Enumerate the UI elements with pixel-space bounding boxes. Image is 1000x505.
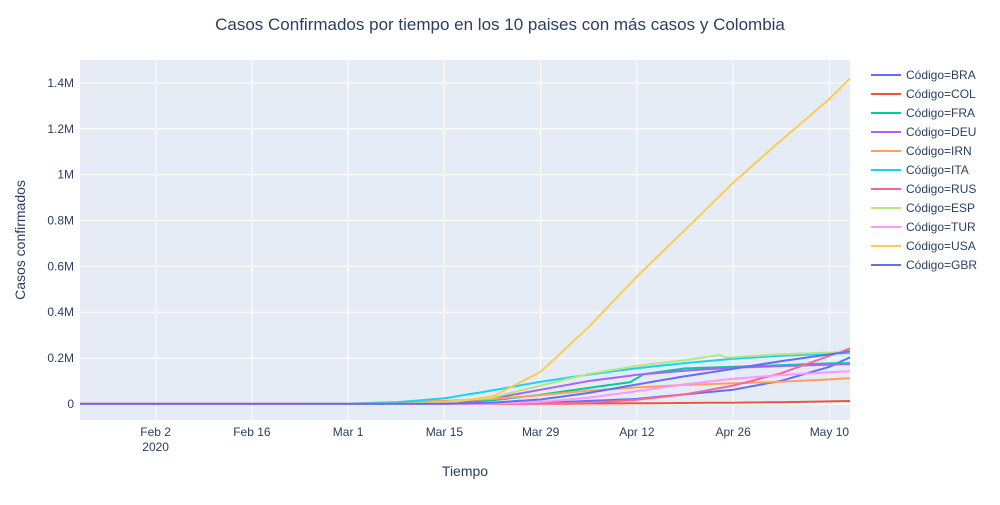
legend: Código=BRA Código=COL Código=FRA Código=DEU… bbox=[871, 68, 977, 272]
legend-label: Código=ITA bbox=[906, 163, 969, 177]
y-tick-label: 0.2M bbox=[47, 351, 74, 365]
legend-item[interactable]: Código=DEU bbox=[871, 125, 976, 139]
x-tick-label: Feb 2 bbox=[140, 425, 171, 439]
legend-label: Código=FRA bbox=[906, 106, 975, 120]
legend-item[interactable]: Código=FRA bbox=[871, 106, 975, 120]
x-tick-label: Mar 15 bbox=[426, 425, 464, 439]
legend-label: Código=USA bbox=[906, 239, 976, 253]
series-lines bbox=[80, 77, 851, 405]
legend-item[interactable]: Código=IRN bbox=[871, 144, 972, 158]
y-tick-label: 0 bbox=[67, 397, 74, 411]
y-axis-ticks: 0 0.2M 0.4M 0.6M 0.8M 1M 1.2M 1.4M bbox=[47, 76, 74, 411]
y-tick-label: 1.2M bbox=[47, 122, 74, 136]
legend-label: Código=BRA bbox=[906, 68, 976, 82]
y-tick-label: 1M bbox=[57, 168, 74, 182]
legend-item[interactable]: Código=ITA bbox=[871, 163, 969, 177]
y-tick-label: 0.8M bbox=[47, 214, 74, 228]
x-axis-title: Tiempo bbox=[442, 463, 488, 479]
legend-item[interactable]: Código=BRA bbox=[871, 68, 976, 82]
legend-label: Código=DEU bbox=[906, 125, 976, 139]
legend-label: Código=ESP bbox=[906, 201, 975, 215]
chart-title: Casos Confirmados por tiempo en los 10 p… bbox=[215, 15, 785, 34]
x-tick-year-label: 2020 bbox=[142, 440, 169, 454]
y-tick-label: 0.6M bbox=[47, 259, 74, 273]
gridlines bbox=[80, 60, 850, 420]
x-tick-label: Mar 29 bbox=[522, 425, 560, 439]
y-axis-title: Casos confirmados bbox=[12, 180, 28, 300]
legend-item[interactable]: Código=RUS bbox=[871, 182, 976, 196]
y-tick-label: 1.4M bbox=[47, 76, 74, 90]
x-tick-label: Mar 1 bbox=[333, 425, 364, 439]
x-tick-label: Apr 12 bbox=[619, 425, 655, 439]
x-tick-label: Apr 26 bbox=[715, 425, 751, 439]
y-tick-label: 0.4M bbox=[47, 305, 74, 319]
series-line-11 bbox=[80, 350, 851, 405]
legend-label: Código=COL bbox=[906, 87, 976, 101]
x-tick-label: May 10 bbox=[810, 425, 850, 439]
legend-item[interactable]: Código=USA bbox=[871, 239, 976, 253]
legend-label: Código=RUS bbox=[906, 182, 976, 196]
legend-item[interactable]: Código=GBR bbox=[871, 258, 977, 272]
legend-item[interactable]: Código=TUR bbox=[871, 220, 976, 234]
legend-item[interactable]: Código=COL bbox=[871, 87, 976, 101]
legend-item[interactable]: Código=ESP bbox=[871, 201, 975, 215]
legend-label: Código=GBR bbox=[906, 258, 977, 272]
legend-label: Código=TUR bbox=[906, 220, 976, 234]
x-tick-label: Feb 16 bbox=[233, 425, 271, 439]
legend-label: Código=IRN bbox=[906, 144, 972, 158]
